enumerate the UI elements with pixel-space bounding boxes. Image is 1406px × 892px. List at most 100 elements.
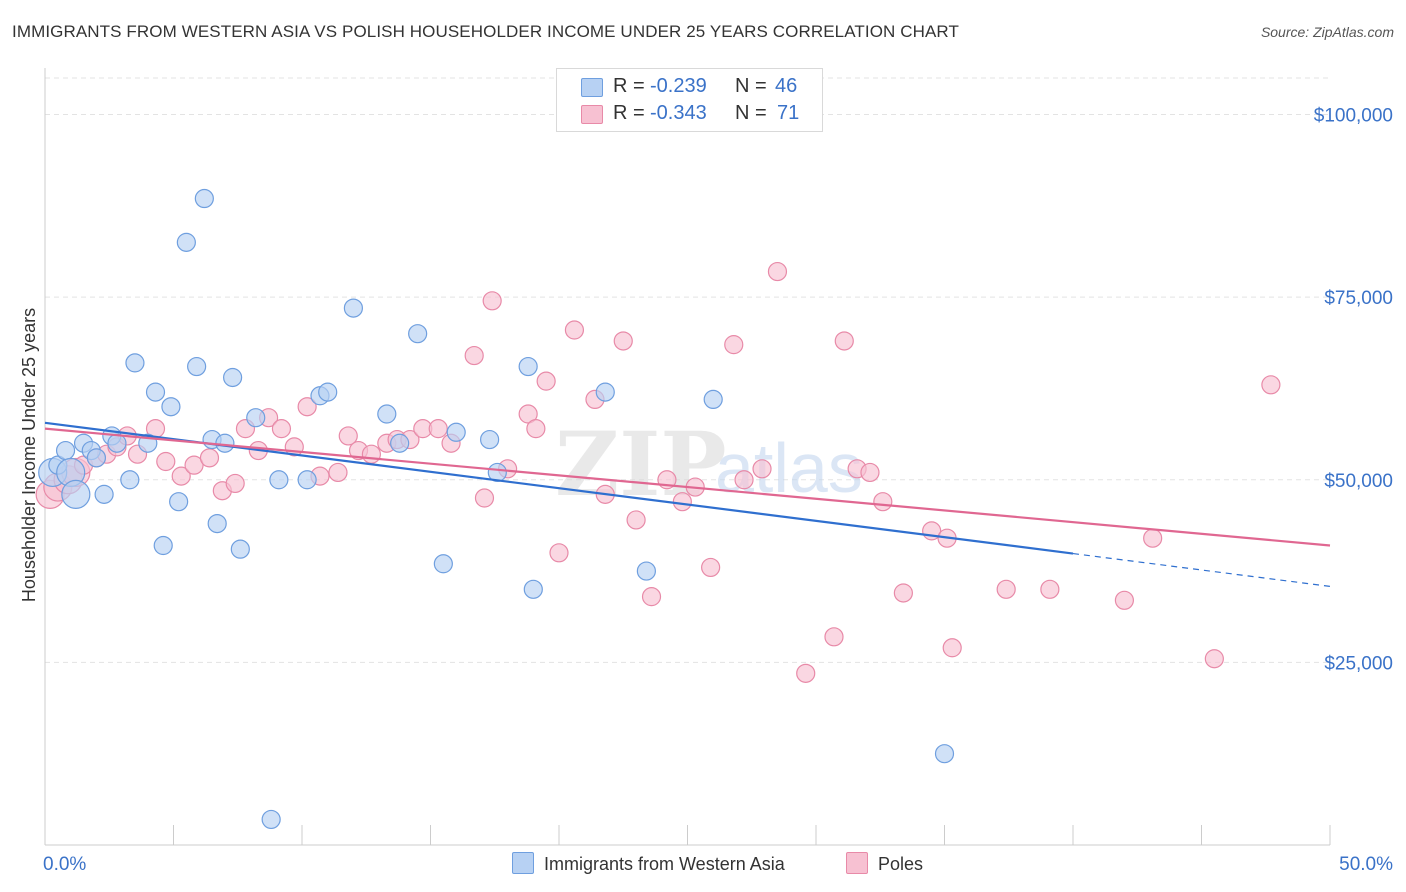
western-asia-point <box>261 809 281 830</box>
poles-point <box>199 448 220 468</box>
poles-point <box>724 335 744 355</box>
legend-r-value: -0.239 <box>650 75 707 97</box>
legend-r-label: R = <box>613 102 645 124</box>
poles-point <box>184 455 204 475</box>
poles-point <box>428 419 448 439</box>
poles-point <box>752 459 772 479</box>
western-asia-trendline-extension <box>1072 552 1331 588</box>
western-asia-point <box>194 188 214 209</box>
western-asia-point <box>169 492 189 512</box>
y-tick-label: $100,000 <box>1314 106 1393 127</box>
western-asia-point <box>215 433 235 453</box>
poles-point <box>942 638 962 658</box>
western-asia-point <box>377 404 397 424</box>
poles-point <box>1114 590 1135 610</box>
western-asia-point <box>297 470 317 490</box>
poles-point <box>271 419 292 439</box>
bottom-legend-swatch-poles <box>846 852 868 874</box>
poles-point <box>225 473 245 494</box>
poles-point <box>156 451 176 472</box>
western-asia-point <box>145 382 166 402</box>
western-asia-point <box>161 397 181 417</box>
western-asia-point <box>523 579 543 599</box>
bottom-legend-label-poles: Poles <box>878 854 924 874</box>
poles-point <box>626 510 646 530</box>
western-asia-point <box>207 513 227 534</box>
western-asia-point <box>595 382 615 402</box>
poles-point <box>297 397 317 417</box>
western-asia-point <box>94 484 114 504</box>
western-asia-point <box>636 561 656 581</box>
legend-swatch-western-asia <box>581 78 603 97</box>
poles-point <box>834 331 854 351</box>
poles-point <box>549 543 569 563</box>
western-asia-point <box>343 298 363 318</box>
legend-r-value: -0.343 <box>650 102 707 124</box>
poles-point <box>338 426 358 446</box>
legend-n-value: 71 <box>777 102 800 124</box>
y-axis-label: Householder Income Under 25 years <box>19 308 39 602</box>
chart-title: IMMIGRANTS FROM WESTERN ASIA VS POLISH H… <box>12 22 959 41</box>
western-asia-point <box>703 389 723 410</box>
legend-swatch-poles <box>581 105 603 124</box>
y-tick-label: $25,000 <box>1324 653 1393 674</box>
western-asia-point <box>390 433 410 453</box>
bottom-legend-swatch-western-asia <box>512 852 534 874</box>
poles-trendline <box>44 427 1331 547</box>
poles-point <box>1261 375 1281 395</box>
western-asia-point <box>120 470 140 490</box>
western-asia-point <box>86 448 107 468</box>
poles-point <box>796 663 816 683</box>
western-asia-point <box>153 535 173 556</box>
western-asia-point <box>230 539 250 559</box>
western-asia-point <box>269 470 289 490</box>
poles-point <box>860 462 880 483</box>
poles-point <box>536 371 556 391</box>
western-asia-point <box>408 324 428 344</box>
poles-point <box>526 419 546 439</box>
poles-point <box>672 492 692 512</box>
western-asia-point <box>187 356 207 377</box>
poles-point <box>613 331 633 351</box>
correlation-legend: R = -0.239 N = 46 R = -0.343 N = 71 <box>556 68 823 132</box>
western-asia-point <box>433 554 453 574</box>
western-asia-point <box>480 429 500 450</box>
poles-point <box>328 462 348 483</box>
poles-point <box>873 492 893 512</box>
western-asia-point <box>246 408 266 428</box>
poles-point <box>482 291 502 311</box>
x-tick-label-min: 0.0% <box>43 854 86 875</box>
western-asia-point <box>107 433 127 453</box>
poles-point <box>641 587 662 607</box>
source-credit: Source: ZipAtlas.com <box>1260 24 1394 40</box>
poles-point <box>1204 649 1224 669</box>
y-tick-label: $75,000 <box>1324 288 1393 309</box>
y-tick-label: $50,000 <box>1324 471 1393 492</box>
bottom-legend-label-western-asia: Immigrants from Western Asia <box>544 854 785 874</box>
poles-point <box>996 579 1016 599</box>
poles-point <box>701 557 721 578</box>
poles-point <box>474 488 495 508</box>
watermark-zip: ZIP <box>555 412 727 516</box>
poles-point <box>564 320 585 340</box>
poles-point <box>893 583 913 603</box>
western-asia-point <box>318 382 338 402</box>
poles-point <box>361 444 381 464</box>
poles-point <box>464 345 484 366</box>
watermark-atlas: atlas <box>715 429 863 507</box>
western-asia-point <box>223 367 243 388</box>
western-asia-point <box>518 356 538 377</box>
legend-n-label: N = <box>735 102 767 124</box>
bottom-legend-western-asia: Immigrants from Western Asia <box>512 852 785 875</box>
poles-point <box>171 466 191 486</box>
poles-point <box>1040 579 1060 599</box>
legend-r-label: R = <box>613 75 645 97</box>
western-asia-point <box>55 440 76 461</box>
western-asia-point <box>446 422 466 442</box>
western-asia-point <box>176 232 196 252</box>
western-asia-point <box>125 353 145 373</box>
poles-point <box>824 627 844 647</box>
western-asia-point <box>934 744 955 764</box>
poles-point <box>734 470 754 490</box>
